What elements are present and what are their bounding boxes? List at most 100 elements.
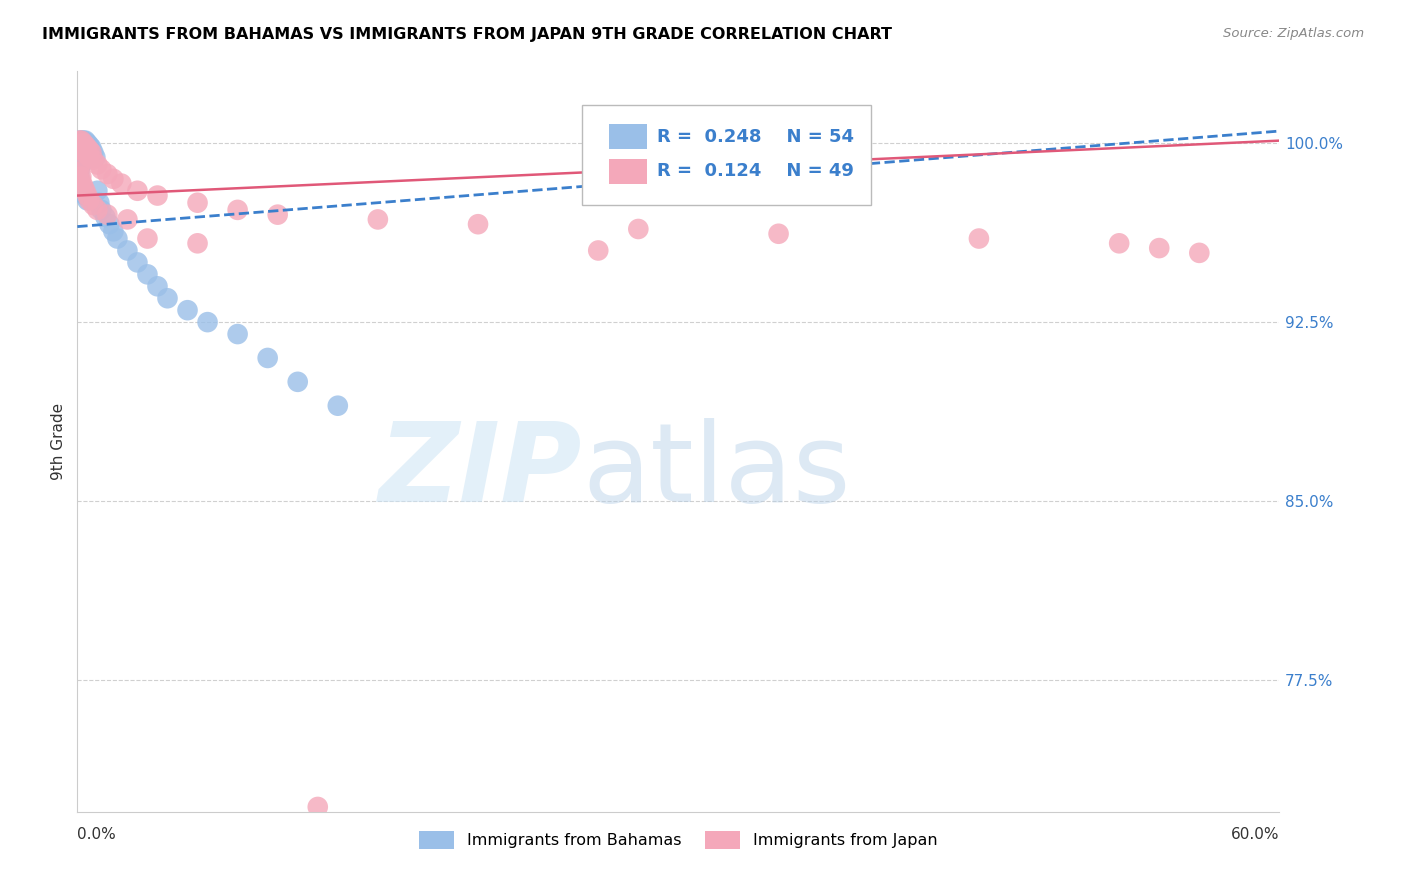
Point (1188, 245, 1211, 260)
Point (75, 184, 97, 198)
Text: ZIP: ZIP (378, 417, 582, 524)
Point (75, 141, 97, 155)
Point (70, 157, 93, 171)
Text: 0.0%: 0.0% (77, 827, 117, 841)
Point (70, 174, 93, 188)
Point (80, 145, 103, 160)
Point (70, 134, 93, 148)
Point (70, 148, 93, 162)
Point (76, 148, 98, 162)
Point (76, 188, 98, 202)
Point (79, 145, 101, 160)
Point (72, 143, 94, 157)
Point (67, 174, 90, 188)
Y-axis label: 9th Grade: 9th Grade (51, 403, 66, 480)
Point (156, 291, 179, 305)
Point (136, 231, 159, 245)
Point (588, 244, 610, 258)
Point (70, 153, 93, 167)
Point (72, 136, 94, 150)
Point (67, 160, 90, 174)
Text: 60.0%: 60.0% (1232, 827, 1279, 841)
Point (107, 231, 129, 245)
Point (70, 169, 93, 184)
Point (89, 195, 111, 210)
Point (256, 351, 278, 365)
Point (75, 145, 97, 160)
Point (117, 212, 139, 227)
Point (197, 315, 219, 329)
Bar (609, 124, 647, 149)
Point (98, 217, 121, 231)
Point (67, 143, 90, 157)
Point (75, 138, 97, 153)
Point (67, 155, 90, 169)
Point (76, 143, 98, 157)
Point (146, 279, 169, 293)
Point (67, 143, 90, 157)
Point (1149, 241, 1171, 255)
Point (146, 188, 169, 202)
Point (72, 184, 94, 198)
Point (67, 169, 90, 184)
Point (72, 138, 94, 153)
Point (67, 134, 90, 148)
Point (70, 134, 93, 148)
Point (86, 202, 108, 217)
Text: Source: ZipAtlas.com: Source: ZipAtlas.com (1223, 27, 1364, 40)
Point (103, 224, 125, 238)
Point (176, 303, 198, 318)
Point (67, 134, 90, 148)
Point (367, 212, 389, 227)
Point (84, 150, 107, 164)
Point (67, 160, 90, 174)
Point (72, 143, 94, 157)
Point (90, 202, 112, 217)
Point (226, 327, 249, 342)
Point (287, 375, 309, 389)
Point (86, 184, 108, 198)
Point (117, 244, 139, 258)
Text: IMMIGRANTS FROM BAHAMAS VS IMMIGRANTS FROM JAPAN 9TH GRADE CORRELATION CHART: IMMIGRANTS FROM BAHAMAS VS IMMIGRANTS FR… (42, 27, 893, 42)
Point (67, 164, 90, 178)
Point (127, 184, 149, 198)
Point (226, 202, 249, 217)
Point (67, 138, 90, 153)
Point (82, 153, 104, 167)
Point (86, 157, 108, 171)
Text: R =  0.124    N = 49: R = 0.124 N = 49 (657, 162, 853, 180)
Point (72, 148, 94, 162)
Point (136, 268, 159, 282)
Point (80, 141, 103, 155)
Point (103, 171, 125, 186)
Point (79, 150, 101, 164)
Point (67, 138, 90, 153)
Legend: Immigrants from Bahamas, Immigrants from Japan: Immigrants from Bahamas, Immigrants from… (412, 824, 945, 855)
Point (110, 177, 132, 191)
Point (467, 217, 489, 231)
Point (90, 162, 112, 177)
Point (307, 800, 329, 814)
Point (326, 399, 349, 413)
Point (82, 198, 104, 212)
Point (75, 145, 97, 160)
Point (72, 134, 94, 148)
Point (186, 195, 209, 210)
Point (75, 188, 97, 202)
Point (67, 148, 90, 162)
Point (75, 134, 97, 148)
Bar (609, 159, 647, 184)
Point (768, 227, 790, 241)
Point (67, 164, 90, 178)
Text: atlas: atlas (582, 417, 851, 524)
Point (94, 210, 117, 224)
Point (76, 194, 98, 208)
Point (186, 236, 209, 251)
Point (70, 138, 93, 153)
Point (79, 194, 101, 208)
Point (967, 231, 990, 245)
FancyBboxPatch shape (582, 104, 870, 204)
Point (79, 138, 101, 153)
Point (96, 167, 118, 181)
Point (70, 141, 93, 155)
